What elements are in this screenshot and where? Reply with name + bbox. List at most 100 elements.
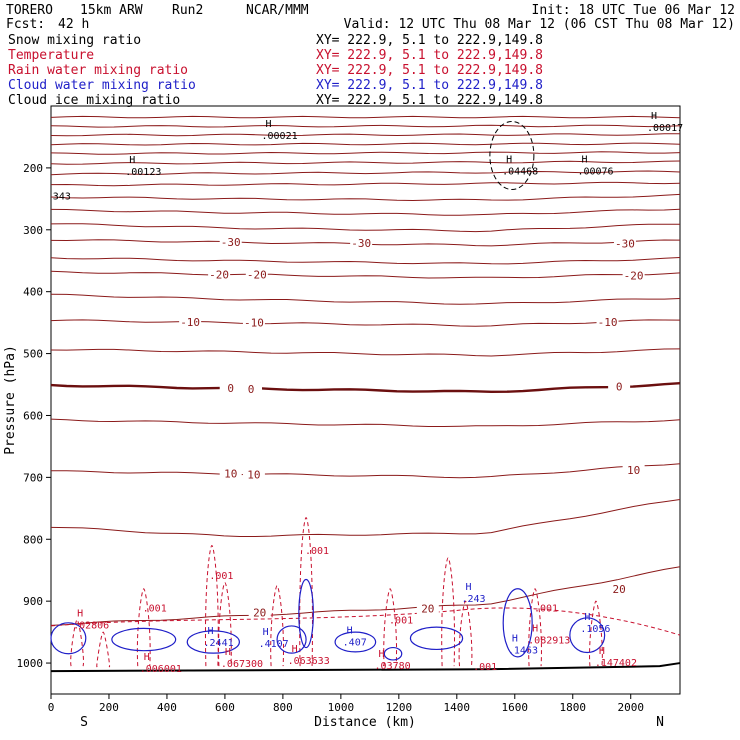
contour-label: 20 bbox=[253, 606, 266, 619]
legend-name-snow: Snow mixing ratio bbox=[8, 33, 141, 48]
extremum-value: .001 bbox=[143, 603, 167, 614]
cloud-water-contour bbox=[384, 648, 401, 660]
extremum-value: .067300 bbox=[221, 659, 263, 670]
isotherm-m54 bbox=[51, 143, 680, 145]
y-tick-label: 700 bbox=[23, 471, 43, 484]
isotherm-m5 bbox=[51, 349, 680, 356]
extremum-marker: H bbox=[532, 624, 538, 635]
north-label: N bbox=[656, 715, 664, 730]
y-tick-label: 200 bbox=[23, 162, 43, 175]
extremum-marker: H bbox=[584, 612, 590, 623]
extremum-value: .001 bbox=[389, 616, 413, 627]
legend-name-temperature: Temperature bbox=[8, 48, 94, 63]
isotherm-m46 bbox=[51, 182, 680, 185]
isotherm-0 bbox=[51, 383, 680, 392]
contour-label: -20 bbox=[209, 268, 229, 281]
run-name: Run2 bbox=[172, 3, 203, 18]
extremum-value: .00021 bbox=[261, 131, 297, 142]
cross-section-chart: TORERO 15km ARW Run2 NCAR/MMM Init: 18 U… bbox=[0, 0, 740, 740]
contour-label: 0 bbox=[227, 382, 234, 395]
extremum-value: .03780 bbox=[375, 661, 411, 672]
isotherm-m60 bbox=[51, 116, 680, 117]
y-axis-title: Pressure (hPa) bbox=[3, 345, 18, 455]
legend-range-rain: XY= 222.9, 5.1 to 222.9,149.8 bbox=[316, 63, 543, 78]
isotherm-layer bbox=[51, 116, 680, 671]
contour-label: 0 bbox=[616, 380, 623, 393]
rain-plume bbox=[300, 518, 313, 667]
x-tick-label: 2000 bbox=[617, 701, 644, 714]
init-time: Init: 18 UTC Tue 06 Mar 12 bbox=[532, 3, 736, 18]
y-tick-label: 300 bbox=[23, 224, 43, 237]
extremum-value: .1463 bbox=[508, 645, 538, 656]
isotherm-5 bbox=[51, 419, 680, 426]
extremum-marker: H bbox=[506, 154, 512, 165]
extremum-marker: H bbox=[347, 625, 353, 636]
y-tick-label: 500 bbox=[23, 348, 43, 361]
forecast-label: Fcst: bbox=[6, 17, 45, 32]
contour-label: -30 bbox=[615, 237, 635, 250]
contour-label: -10 bbox=[598, 316, 618, 329]
extremum-value: .001 bbox=[473, 662, 497, 673]
x-tick-label: 1800 bbox=[560, 701, 587, 714]
contour-label: 10 bbox=[247, 468, 260, 481]
x-tick-label: 600 bbox=[215, 701, 235, 714]
extremum-marker: H bbox=[265, 119, 271, 130]
isotherm-10 bbox=[51, 464, 680, 478]
rain-plume bbox=[384, 589, 397, 666]
extremum-value: .04468 bbox=[502, 166, 538, 177]
extremum-value: .082913 bbox=[528, 636, 570, 647]
x-tick-label: 1000 bbox=[328, 701, 355, 714]
contour-label: -20 bbox=[247, 268, 267, 281]
rain-plume bbox=[271, 586, 284, 666]
forecast-hours: 42 h bbox=[58, 17, 89, 32]
extremum-value: .00017 bbox=[647, 123, 683, 134]
x-tick-label: 1400 bbox=[444, 701, 471, 714]
contour-label: 10 bbox=[627, 464, 640, 477]
x-axis-title: Distance (km) bbox=[314, 715, 416, 730]
contour-label-layer: -30 -30 -30-20 -20 -20-10 -10 -100 0 010 10 1020 20… bbox=[53, 111, 683, 675]
isotherm-m10 bbox=[51, 320, 680, 326]
isotherm-m25 bbox=[51, 258, 680, 264]
cloud-water-contour bbox=[112, 628, 176, 650]
axis-layer: 0 200 400 600 800 1000 1200 1400 1600 1800 2000200… bbox=[17, 162, 644, 714]
contour-label: -20 bbox=[624, 270, 644, 283]
contour-label: -10 bbox=[244, 317, 264, 330]
extremum-value: .407 bbox=[343, 637, 367, 648]
south-label: S bbox=[80, 715, 88, 730]
legend-range-snow: XY= 222.9, 5.1 to 222.9,149.8 bbox=[316, 33, 543, 48]
extremum-marker: H bbox=[379, 649, 385, 660]
rain-plume bbox=[97, 632, 110, 667]
org-name: NCAR/MMM bbox=[246, 3, 309, 18]
contour-label: -30 bbox=[351, 237, 371, 250]
extremum-value: .001 bbox=[305, 546, 329, 557]
extremum-marker: H bbox=[466, 582, 472, 593]
isotherm-m40 bbox=[51, 209, 680, 215]
contour-label: 20 bbox=[421, 603, 434, 616]
y-tick-label: 400 bbox=[23, 286, 43, 299]
extremum-value: .147402 bbox=[595, 658, 637, 669]
contour-label: 20 bbox=[613, 583, 626, 596]
isotherm-m35 bbox=[51, 224, 680, 232]
extremum-marker: H bbox=[77, 609, 83, 620]
x-tick-label: 200 bbox=[99, 701, 119, 714]
legend-name-cloud-water: Cloud water mixing ratio bbox=[8, 78, 196, 93]
x-tick-label: 400 bbox=[157, 701, 177, 714]
extremum-value: .02806 bbox=[73, 621, 109, 632]
contour-label: 10 bbox=[224, 468, 237, 481]
extremum-marker: H bbox=[292, 644, 298, 655]
contour-label: -30 bbox=[221, 236, 241, 249]
contour-label: 0 bbox=[248, 383, 255, 396]
legend-range-cloud-water: XY= 222.9, 5.1 to 222.9,149.8 bbox=[316, 78, 543, 93]
extremum-value: .001 bbox=[209, 571, 233, 582]
extremum-marker: H bbox=[129, 155, 135, 166]
x-tick-label: 800 bbox=[273, 701, 293, 714]
legend-name-rain: Rain water mixing ratio bbox=[8, 63, 188, 78]
x-tick-label: 1200 bbox=[386, 701, 413, 714]
extremum-value: 343 bbox=[53, 192, 71, 203]
extremum-marker: H bbox=[599, 646, 605, 657]
x-tick-label: 0 bbox=[48, 701, 55, 714]
isotherm-m58 bbox=[51, 125, 680, 127]
isotherm-m20 bbox=[51, 271, 680, 278]
isotherm-15 bbox=[51, 500, 680, 537]
extremum-value: .243 bbox=[462, 594, 486, 605]
